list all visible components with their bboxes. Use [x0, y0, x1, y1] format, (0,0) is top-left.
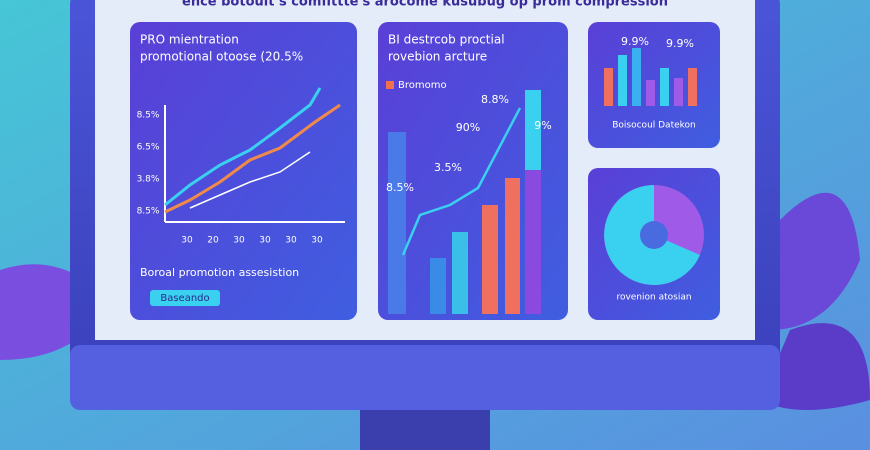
panel-caption: rovenion atosian: [616, 293, 691, 303]
y-label: 6.5%: [137, 143, 160, 153]
panel: [130, 22, 357, 320]
line: [164, 87, 322, 207]
button[interactable]: [150, 290, 220, 306]
panel: [378, 22, 568, 320]
button-label[interactable]: Baseando: [160, 293, 209, 304]
panel-title: PRO mientration: [140, 33, 239, 47]
panel-caption: Boisocoul Datekon: [612, 121, 696, 131]
data-label: 3.5%: [434, 161, 462, 174]
legend-swatch: [386, 81, 394, 89]
x-label: 30: [311, 236, 323, 246]
bar: [660, 68, 669, 106]
bar: [482, 205, 498, 314]
bar: [604, 68, 613, 106]
panel-subtitle: rovebion arcture: [388, 50, 487, 64]
data-label: 8.5%: [386, 181, 414, 194]
x-label: 30: [259, 236, 271, 246]
x-label: 30: [285, 236, 297, 246]
data-label: 9.9%: [666, 37, 694, 50]
panel-title: BI destrcob proctial: [388, 33, 505, 47]
line: [401, 107, 522, 256]
data-label: 90%: [456, 121, 480, 134]
x-label: 30: [233, 236, 245, 246]
monitor-stand: [360, 405, 490, 450]
panel-subtitle: promotional otoose (20.5%: [140, 50, 303, 64]
line: [164, 103, 341, 214]
y-label: 8.5%: [137, 207, 160, 217]
data-label: 9.9%: [621, 35, 649, 48]
data-label: 8.8%: [481, 93, 509, 106]
bar: [646, 80, 655, 106]
bar: [388, 132, 406, 314]
leaf: [760, 323, 870, 410]
bar: [430, 258, 446, 314]
leaf: [770, 192, 860, 330]
x-label: 20: [207, 236, 219, 246]
x-label: 30: [181, 236, 193, 246]
bar: [505, 178, 520, 314]
legend-label: Bromomo: [398, 80, 447, 91]
header-title: ence botouit s comfittte's arocome kusub…: [182, 0, 668, 10]
bar: [674, 78, 683, 106]
bar: [618, 55, 627, 106]
y-label: 3.8%: [137, 175, 160, 185]
y-label: 8.5%: [137, 111, 160, 121]
bar: [688, 68, 697, 106]
monitor-bezel: [70, 345, 780, 410]
bar: [525, 170, 541, 314]
panel-caption: Boroal promotion assesistion: [140, 266, 299, 279]
pie-hole: [640, 221, 668, 249]
bar: [452, 232, 468, 314]
data-label: 9%: [534, 119, 551, 132]
line: [189, 151, 311, 209]
bar: [632, 48, 641, 106]
